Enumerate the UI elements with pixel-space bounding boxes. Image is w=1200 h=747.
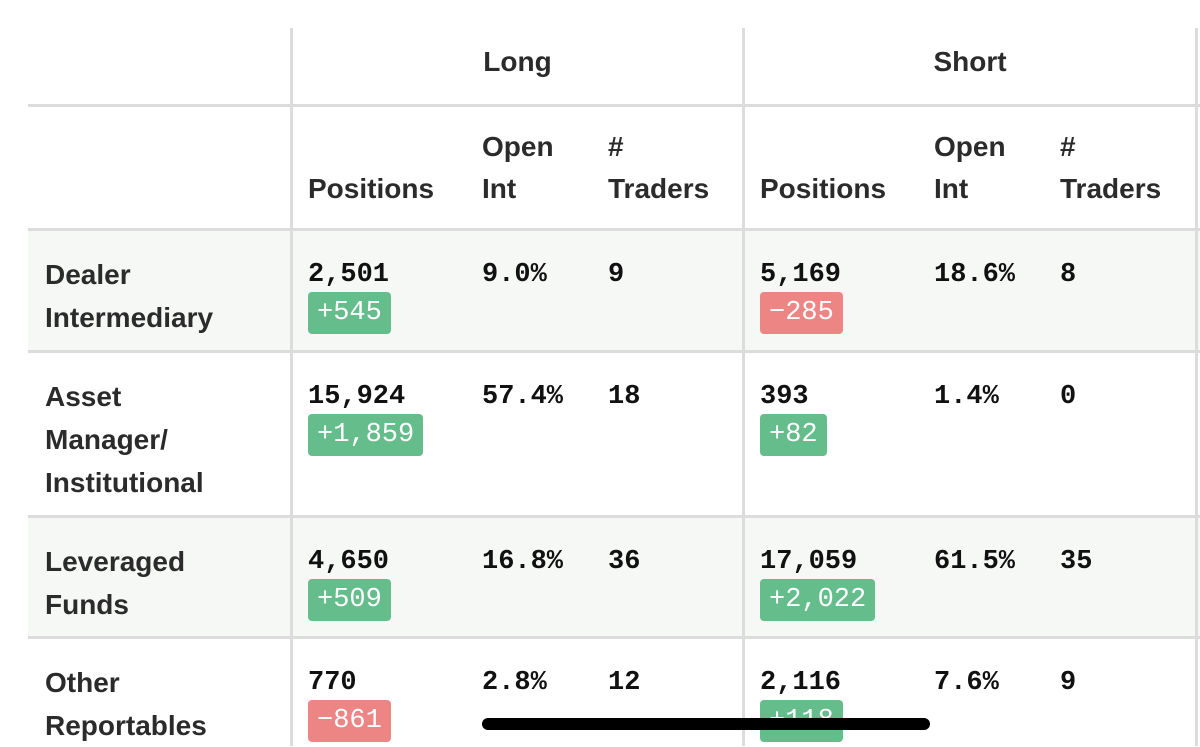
row-label: Asset Manager/ Institutional [45,381,204,498]
change-badge: +2,022 [760,579,876,621]
positions: 4,650 [308,547,390,577]
positions: 2,501 [308,260,390,290]
column-header: # Traders [1060,131,1162,204]
row-label: Dealer Intermediary [45,259,214,333]
column-divider [742,28,745,746]
open-interest: 57.4% [482,382,564,412]
change-badge: −861 [308,700,391,742]
traders: 9 [1060,668,1077,698]
group-header: Short [933,46,1007,77]
column-divider [290,28,293,746]
column-header: # Traders [608,131,710,204]
row-label: Leveraged Funds [45,546,186,620]
open-interest: 7.6% [934,668,999,698]
group-header: Long [483,46,552,77]
traders: 18 [608,382,641,412]
row-background [28,515,1200,636]
row-divider [28,350,1200,353]
home-indicator [482,718,930,730]
open-interest: 16.8% [482,547,564,577]
open-interest: 9.0% [482,260,547,290]
change-badge: +545 [308,292,391,334]
change-badge: +82 [760,414,827,456]
positions: 15,924 [308,382,406,412]
column-header: Positions [308,173,435,204]
row-background [28,228,1200,350]
row-label: Other Reportables [45,667,207,741]
change-badge: −285 [760,292,843,334]
traders: 9 [608,260,625,290]
change-badge: +509 [308,579,391,621]
positions: 2,116 [760,668,842,698]
traders: 35 [1060,547,1093,577]
open-interest: 1.4% [934,382,999,412]
traders: 8 [1060,260,1077,290]
change-badge: +1,859 [308,414,424,456]
row-divider [28,636,1200,639]
open-interest: 61.5% [934,547,1016,577]
open-interest: 18.6% [934,260,1016,290]
row-divider [28,104,1200,107]
positions: 5,169 [760,260,842,290]
column-divider [1195,28,1198,746]
column-header: Positions [760,173,887,204]
row-divider [28,515,1200,518]
column-header: Open Int [934,131,1006,204]
open-interest: 2.8% [482,668,547,698]
column-header: Open Int [482,131,554,204]
row-divider [28,228,1200,231]
positions: 770 [308,668,357,698]
traders: 12 [608,668,641,698]
positions: 17,059 [760,547,858,577]
traders: 0 [1060,382,1077,412]
traders: 36 [608,547,641,577]
positions: 393 [760,382,809,412]
